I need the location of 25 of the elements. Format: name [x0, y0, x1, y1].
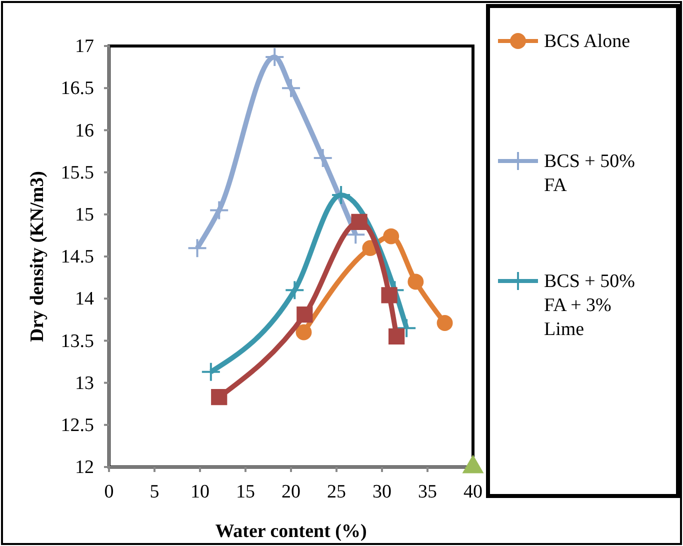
x-tick-label: 0: [104, 481, 114, 502]
y-tick-label: 15.5: [60, 162, 94, 184]
y-tick-label: 15: [75, 204, 94, 226]
y-tick-label: 12: [75, 457, 94, 478]
x-tick-label: 20: [282, 481, 300, 502]
legend-label: BCS Alone: [544, 31, 630, 52]
y-axis-title: Dry density (KN/m3): [27, 171, 48, 342]
x-tick-label: 10: [190, 481, 210, 502]
legend-label: BCS + 50% FA + 3% Lime: [544, 271, 636, 340]
x-tick-label: 40: [464, 481, 482, 502]
y-tick-label: 16: [75, 120, 94, 142]
y-tick-label: 14: [75, 288, 94, 310]
y-tick-label: 16.5: [60, 78, 94, 100]
y-tick-label: 13.5: [60, 330, 94, 352]
x-tick-label: 5: [150, 481, 160, 502]
x-tick-label: 25: [327, 481, 346, 502]
y-tick-label: 12.5: [60, 414, 94, 436]
y-tick-label: 14.5: [60, 246, 94, 268]
x-axis-title: Water content (%): [215, 521, 367, 542]
x-tick-label: 30: [372, 481, 392, 502]
legend-label: BCS + 50% FA: [544, 151, 636, 196]
y-tick-label: 13: [75, 372, 94, 394]
x-tick-label: 35: [418, 481, 437, 502]
y-tick-label: 17: [75, 36, 94, 58]
x-tick-label: 15: [236, 481, 255, 502]
